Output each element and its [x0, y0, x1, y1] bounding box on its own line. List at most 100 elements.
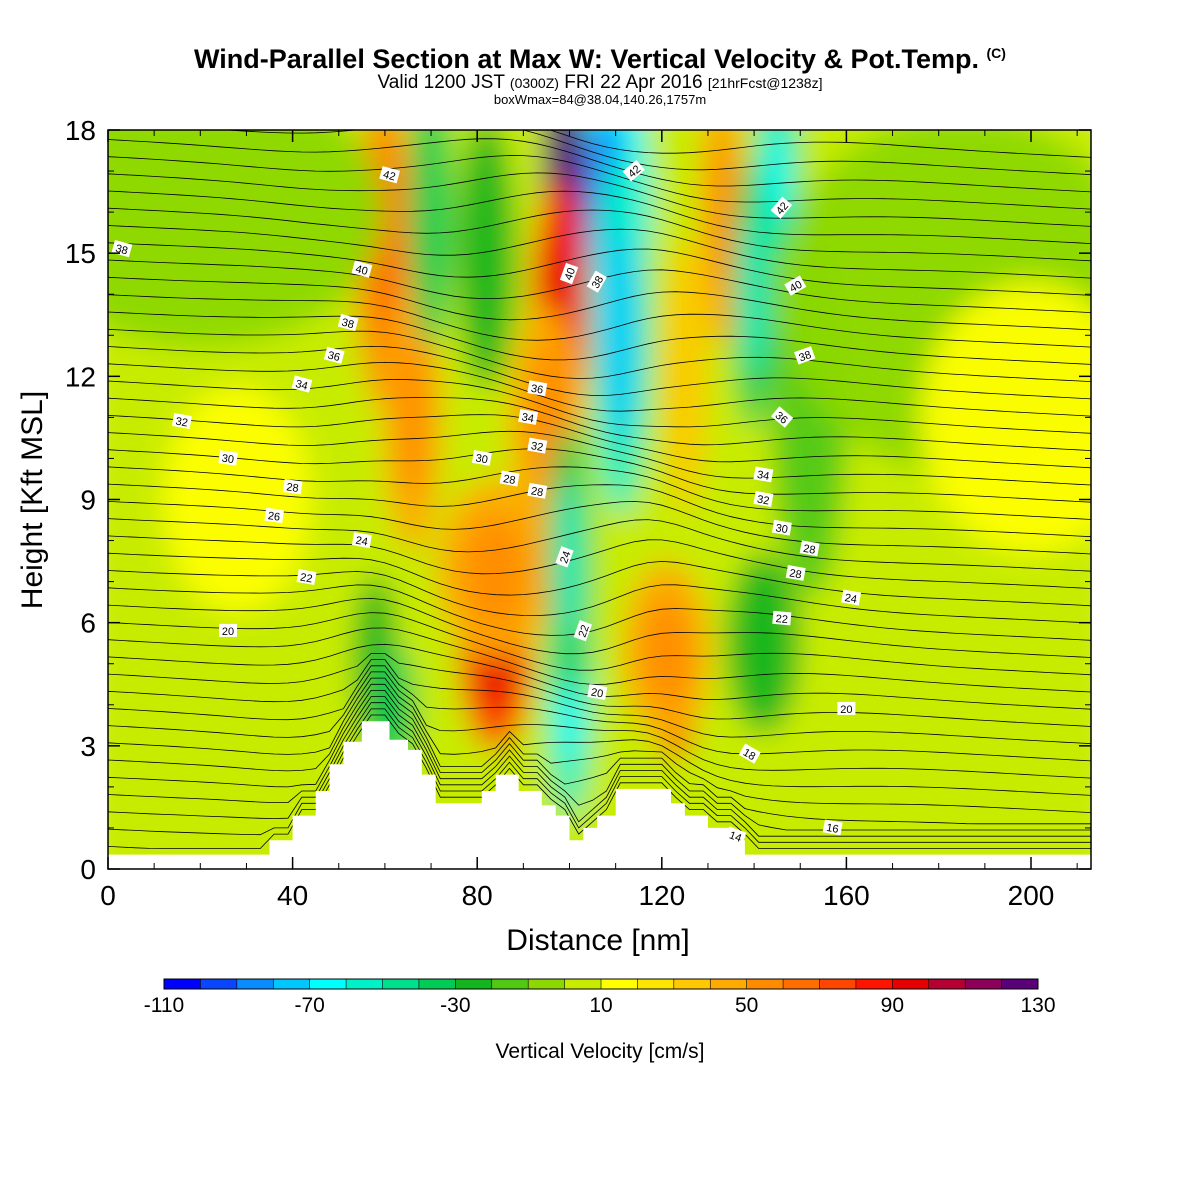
colorbar-label: Vertical Velocity [cm/s] — [496, 1040, 705, 1063]
isentrope — [108, 155, 1091, 210]
contour-label-bg — [573, 620, 593, 642]
contour-label: 32 — [753, 491, 774, 507]
isentrope — [108, 190, 1091, 244]
colorbar-swatch — [455, 979, 493, 989]
velocity-cell-core — [604, 226, 637, 444]
colorbar-swatch — [564, 979, 602, 989]
contour-label-bg — [725, 826, 747, 845]
contour-label-text: 32 — [175, 416, 189, 430]
colorbar-swatch — [965, 979, 1002, 989]
contour-label-bg — [351, 532, 372, 549]
isentrope — [108, 671, 1091, 779]
isentrope — [108, 518, 1091, 572]
terrain — [108, 721, 1091, 869]
contour-label-text: 34 — [521, 411, 535, 425]
contour-label-text: 38 — [797, 349, 813, 364]
contour-label: 34 — [291, 375, 313, 393]
colorbar-swatch — [273, 979, 310, 989]
contour-label-text: 24 — [844, 592, 858, 606]
contour-label-bg — [351, 260, 373, 278]
colorbar-swatch — [928, 979, 966, 989]
isentrope — [108, 328, 1091, 382]
velocity-cell — [456, 130, 516, 389]
contour-label-bg — [379, 166, 401, 184]
contour-label: 28 — [499, 470, 520, 487]
colorbar-swatch — [1001, 979, 1039, 989]
contour-label: 30 — [771, 519, 792, 536]
contour-label-text: 16 — [825, 822, 839, 836]
colorbar-tick-label: -30 — [440, 994, 470, 1017]
contour-label: 28 — [785, 564, 806, 581]
contour-label-text: 38 — [340, 317, 355, 332]
contour-label: 28 — [282, 479, 303, 495]
colorbar-tick-label: 90 — [881, 994, 904, 1017]
velocity-cell — [726, 552, 801, 734]
contour-label-bg — [622, 159, 645, 182]
velocity-cell — [662, 240, 708, 512]
colorbar-swatch — [200, 979, 238, 989]
contour-label-text: 24 — [355, 535, 369, 549]
contour-label: 24 — [351, 532, 372, 549]
isentrope — [108, 207, 1091, 262]
colorbar-tick-label: -110 — [144, 994, 184, 1017]
velocity-blobs — [108, 130, 1091, 869]
contour-label-bg — [771, 519, 792, 536]
contour-label: 36 — [323, 346, 345, 364]
y-tick-label: 0 — [80, 854, 96, 885]
contour-label-bg — [799, 540, 820, 557]
contour-label: 16 — [822, 819, 843, 836]
x-tick-label: 0 — [100, 880, 116, 911]
isentrope — [108, 696, 1091, 831]
contour-label: 20 — [587, 684, 608, 700]
contour-label: 26 — [264, 507, 284, 524]
contour-label: 20 — [837, 701, 856, 716]
colorbar-tick-label: -70 — [294, 994, 324, 1017]
x-tick-label: 120 — [638, 880, 685, 911]
isentrope — [108, 653, 1091, 727]
valid-time-line: Valid 1200 JST (0300Z) FRI 22 Apr 2016 [… — [0, 72, 1200, 94]
contour-label: 30 — [471, 449, 492, 466]
contour-label-bg — [527, 482, 548, 499]
contour-label-text: 32 — [530, 440, 544, 454]
contour-label-bg — [738, 743, 761, 764]
velocity-cell-core — [741, 212, 767, 376]
x-tick-label: 80 — [462, 880, 493, 911]
isentrope — [549, 130, 1091, 158]
contour-label-text: 28 — [788, 567, 802, 581]
contour-label: 22 — [296, 569, 317, 585]
isentrope — [108, 627, 1091, 693]
contour-label-bg — [559, 262, 579, 285]
isentrope — [108, 138, 1091, 193]
contour-label: 22 — [772, 610, 792, 626]
y-tick-label: 3 — [80, 731, 96, 762]
isentrope — [108, 597, 1091, 658]
y-tick-label: 18 — [65, 115, 96, 146]
isentrope — [108, 414, 1091, 469]
contour-label: 28 — [799, 540, 820, 557]
isentrope — [108, 172, 1091, 227]
colorbar-swatch — [819, 979, 857, 989]
terrain-fill — [108, 721, 1091, 869]
contour-labels: 3842403836343230282624222036343230282824… — [111, 159, 862, 845]
contour-label-bg — [518, 408, 539, 425]
contour-label: 20 — [219, 623, 237, 638]
contour-label-text: 34 — [756, 469, 770, 483]
contour-label-bg — [291, 375, 313, 393]
contour-label-text: 40 — [354, 263, 369, 278]
isentrope — [108, 294, 1091, 348]
contour-label-text: 40 — [563, 266, 578, 282]
contour-label: 22 — [573, 620, 593, 642]
chart-title-text: Wind-Parallel Section at Max W: Vertical… — [194, 44, 979, 74]
contour-label-bg — [527, 437, 548, 454]
colorbar-swatch — [382, 979, 420, 989]
colorbar-tick-label: 50 — [735, 994, 758, 1017]
x-tick-label: 40 — [277, 880, 308, 911]
contour-label: 38 — [586, 270, 607, 293]
isentrope — [108, 345, 1091, 400]
contour-label-text: 30 — [475, 452, 489, 466]
contour-label: 14 — [725, 826, 747, 845]
colorbar-swatch — [346, 979, 383, 989]
colorbar-swatch — [236, 979, 274, 989]
y-tick-label: 9 — [80, 485, 96, 516]
